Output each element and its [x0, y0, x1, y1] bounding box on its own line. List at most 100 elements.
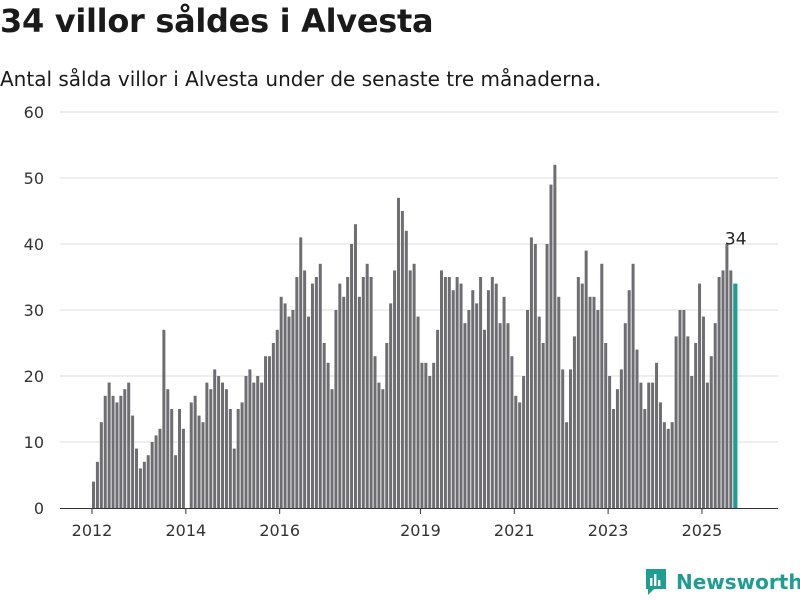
x-tick-label: 2016: [259, 521, 300, 540]
bar: [416, 316, 420, 508]
bar: [166, 389, 170, 508]
bar: [608, 376, 612, 508]
bar: [529, 237, 533, 508]
bar: [135, 448, 139, 508]
bar: [111, 395, 115, 508]
bar: [131, 415, 135, 508]
x-tick-label: 2019: [400, 521, 441, 540]
bar: [522, 376, 526, 508]
bar: [369, 277, 373, 508]
bar: [721, 270, 725, 508]
bar: [455, 277, 459, 508]
bar: [365, 263, 369, 508]
bar: [623, 323, 627, 508]
bar: [604, 343, 608, 508]
bar: [248, 369, 252, 508]
bar: [310, 283, 314, 508]
bar: [565, 422, 569, 508]
bar: [486, 290, 490, 508]
bar: [326, 362, 330, 508]
bar: [138, 468, 142, 508]
bar: [479, 277, 483, 508]
bar: [690, 376, 694, 508]
bar: [357, 296, 361, 508]
bar: [459, 283, 463, 508]
newsworthy-logo: Newsworthy: [644, 567, 800, 597]
bar: [92, 481, 95, 508]
bar: [569, 369, 573, 508]
bar: [439, 270, 443, 508]
bar: [678, 310, 682, 508]
bar: [154, 435, 158, 508]
bar: [490, 277, 494, 508]
bar: [404, 230, 408, 509]
bar: [408, 270, 412, 508]
newsworthy-chart-icon: [646, 569, 666, 595]
bar: [107, 382, 111, 508]
bar: [717, 277, 721, 508]
x-tick-label: 2012: [72, 521, 113, 540]
bar: [447, 277, 451, 508]
bar: [635, 349, 639, 508]
bar: [127, 382, 131, 508]
bar: [275, 329, 279, 508]
bar: [267, 356, 271, 508]
bar: [709, 356, 713, 508]
bar: [142, 461, 146, 508]
bar: [178, 409, 182, 508]
bar: [666, 428, 670, 508]
bar: [612, 409, 616, 508]
bar: [99, 422, 103, 508]
bar: [146, 455, 150, 508]
bar: [615, 389, 619, 508]
bar: [694, 343, 698, 508]
bar: [381, 389, 385, 508]
x-tick-label: 2023: [588, 521, 629, 540]
bar: [181, 428, 185, 508]
bar: [322, 343, 326, 508]
x-tick-label: 2021: [494, 521, 535, 540]
bar: [533, 244, 537, 508]
bar: [123, 389, 127, 508]
bar: [338, 283, 342, 508]
bar: [572, 336, 576, 508]
bar: [475, 303, 479, 508]
bar: [221, 382, 225, 508]
bar: [283, 303, 287, 508]
bar: [514, 395, 518, 508]
bar: [279, 296, 283, 508]
bar: [224, 389, 228, 508]
bar: [432, 362, 436, 508]
bar: [713, 323, 717, 508]
bar: [400, 211, 404, 508]
bar: [705, 382, 709, 508]
bar: [471, 290, 475, 508]
x-tick-label: 2025: [682, 521, 723, 540]
bar: [318, 263, 322, 508]
bar: [483, 329, 486, 508]
bar: [346, 277, 350, 508]
bar: [662, 422, 666, 508]
y-tick-label: 0: [34, 499, 44, 518]
bar: [205, 382, 209, 508]
bar: [236, 409, 240, 508]
bar: [150, 442, 154, 508]
bar: [393, 270, 397, 508]
bar: [643, 409, 647, 508]
bar: [396, 197, 400, 509]
bar: [295, 277, 299, 508]
bar: [334, 310, 338, 508]
highlight-value-label: 34: [725, 230, 747, 250]
bar: [596, 310, 600, 508]
bar: [549, 184, 553, 508]
bar: [436, 329, 440, 508]
bar: [424, 362, 428, 508]
bar: [639, 382, 643, 508]
bar: [162, 329, 166, 508]
bar: [526, 310, 530, 508]
bar: [95, 461, 99, 508]
bar: [412, 263, 416, 508]
bar: [314, 277, 318, 508]
bar: [463, 323, 467, 508]
